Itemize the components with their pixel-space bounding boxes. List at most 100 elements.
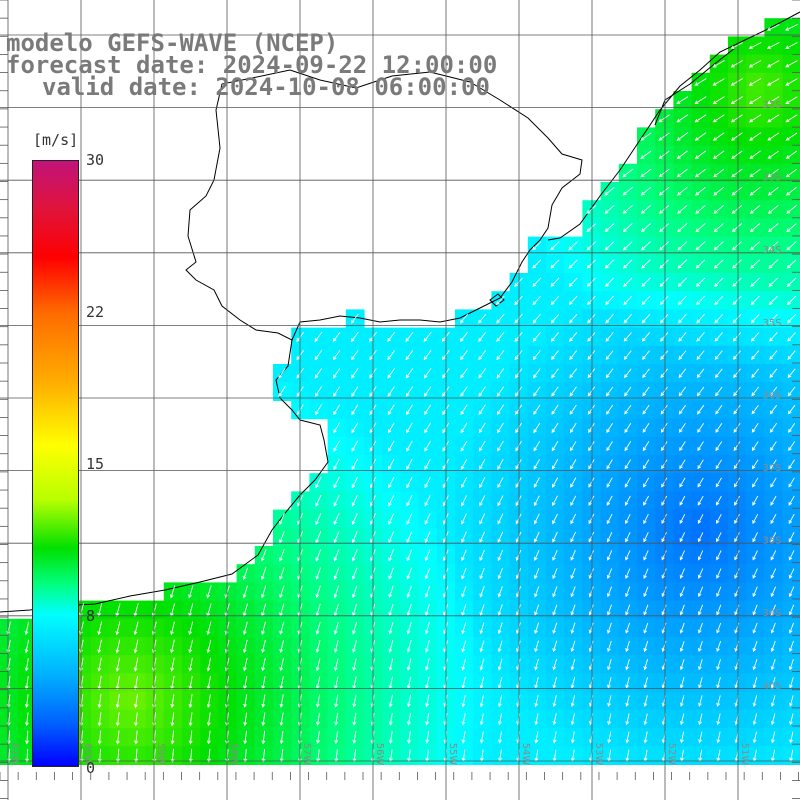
wind-arrow xyxy=(767,114,780,123)
wind-arrow xyxy=(694,132,707,141)
wind-arrow xyxy=(731,241,742,251)
wind-arrow xyxy=(97,639,102,654)
wind-arrow xyxy=(642,350,650,360)
wind-arrow xyxy=(188,657,193,672)
wind-arrow xyxy=(623,313,632,324)
wind-arrow xyxy=(607,658,612,671)
wind-arrow xyxy=(552,658,558,671)
longitude-labels: 61W 60W 59W 58W 57W 56W 55W 54W 53W 52W 51W xyxy=(9,743,750,766)
wind-arrow xyxy=(749,204,761,214)
wind-arrow xyxy=(388,440,395,452)
wind-arrow xyxy=(604,241,615,251)
wind-arrow xyxy=(679,477,686,488)
wind-arrow xyxy=(188,585,194,599)
wind-arrow xyxy=(752,659,758,671)
wind-arrow xyxy=(496,386,505,397)
wind-arrow xyxy=(767,186,779,196)
wind-arrow xyxy=(350,331,359,343)
wind-arrow xyxy=(769,386,778,397)
wind-arrow xyxy=(733,404,741,415)
wind-arrow xyxy=(751,368,760,379)
wind-arrow xyxy=(570,531,577,543)
wind-arrow xyxy=(788,658,794,671)
wind-arrow xyxy=(315,494,322,507)
wind-arrow xyxy=(425,731,430,744)
wind-arrow xyxy=(643,495,649,506)
wind-arrow xyxy=(333,476,340,489)
wind-arrow xyxy=(768,223,779,233)
wind-arrow xyxy=(261,694,266,708)
wind-arrow xyxy=(97,657,102,672)
wind-arrow xyxy=(534,731,539,744)
wind-arrow xyxy=(643,568,649,579)
wind-arrow xyxy=(314,404,322,416)
wind-arrow xyxy=(115,694,120,709)
wind-arrow xyxy=(604,223,615,233)
wind-arrow xyxy=(770,513,777,525)
wind-arrow xyxy=(424,495,431,507)
wind-arrow xyxy=(622,241,633,251)
wind-arrow xyxy=(479,531,486,543)
wind-arrow xyxy=(733,350,741,360)
coastline xyxy=(0,11,800,613)
wind-arrow xyxy=(588,677,594,689)
wind-arrow xyxy=(552,513,558,525)
wind-arrow xyxy=(406,531,413,544)
lat-label: 33S xyxy=(762,173,781,184)
wind-arrow xyxy=(461,713,466,726)
wind-arrow xyxy=(388,622,394,635)
wind-arrow xyxy=(534,676,539,689)
wind-arrow xyxy=(750,295,760,306)
wind-arrow xyxy=(732,259,742,269)
wind-arrow xyxy=(588,658,594,671)
wind-arrow xyxy=(676,96,689,105)
wind-arrow xyxy=(658,150,670,159)
wind-arrow xyxy=(623,350,632,360)
wind-arrow xyxy=(733,459,741,470)
colorbar-tick: 15 xyxy=(86,455,105,473)
wind-arrow xyxy=(659,223,670,233)
wind-arrow xyxy=(351,495,358,507)
wind-arrow xyxy=(424,585,431,598)
wind-arrow xyxy=(640,132,652,141)
wind-arrow xyxy=(716,604,722,616)
wind-arrow xyxy=(115,639,121,654)
wind-arrow xyxy=(460,422,468,434)
wind-arrow xyxy=(640,150,652,159)
wind-arrow xyxy=(697,604,704,616)
wind-arrow xyxy=(115,730,120,745)
wind-arrow xyxy=(641,259,651,269)
wind-arrow xyxy=(733,368,741,379)
wind-arrow xyxy=(677,295,687,306)
wind-arrow xyxy=(278,512,285,526)
wind-arrow xyxy=(698,713,703,726)
wind-arrow xyxy=(641,241,651,251)
wind-arrow xyxy=(587,368,596,379)
wind-arrow xyxy=(766,42,780,50)
wind-arrow xyxy=(568,241,578,251)
lat-label: 35S xyxy=(762,318,781,329)
wind-arrow xyxy=(351,458,358,470)
colorbar-tick: 8 xyxy=(86,607,96,625)
wind-arrow xyxy=(734,586,740,598)
wind-arrow xyxy=(695,223,706,233)
wind-arrow xyxy=(224,657,230,672)
wind-arrow xyxy=(661,568,667,579)
wind-arrow xyxy=(788,459,795,470)
wind-arrow xyxy=(479,495,486,507)
wind-arrow xyxy=(352,640,357,653)
wind-arrow xyxy=(643,731,648,744)
wind-arrow xyxy=(642,441,650,452)
wind-arrow xyxy=(587,386,596,397)
wind-arrow xyxy=(788,477,795,488)
wind-arrow xyxy=(425,694,430,708)
valid-date: valid date: 2024-10-08 06:00:00 xyxy=(42,73,490,101)
wind-arrow xyxy=(424,476,431,489)
wind-arrow xyxy=(712,60,725,68)
wind-arrow xyxy=(569,350,578,361)
wind-arrow xyxy=(622,168,633,178)
wind-arrow xyxy=(461,622,467,635)
wind-arrow xyxy=(552,640,558,653)
wind-arrow xyxy=(97,694,102,709)
wind-arrow xyxy=(406,549,413,562)
